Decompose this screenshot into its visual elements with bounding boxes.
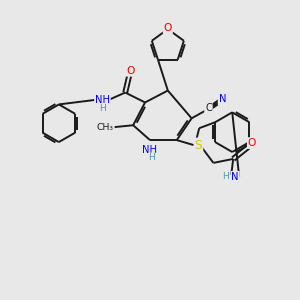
Text: N: N — [232, 172, 239, 182]
Text: N: N — [219, 94, 226, 104]
Text: S: S — [195, 139, 203, 152]
Text: O: O — [248, 138, 256, 148]
Text: C: C — [205, 103, 212, 113]
Text: NH: NH — [95, 95, 110, 106]
Text: O: O — [126, 66, 134, 76]
Text: H: H — [148, 153, 155, 162]
Text: H: H — [222, 172, 229, 181]
Text: NH: NH — [142, 145, 158, 155]
Text: H: H — [99, 104, 106, 113]
Text: O: O — [164, 23, 172, 33]
Text: CH₃: CH₃ — [97, 123, 114, 132]
